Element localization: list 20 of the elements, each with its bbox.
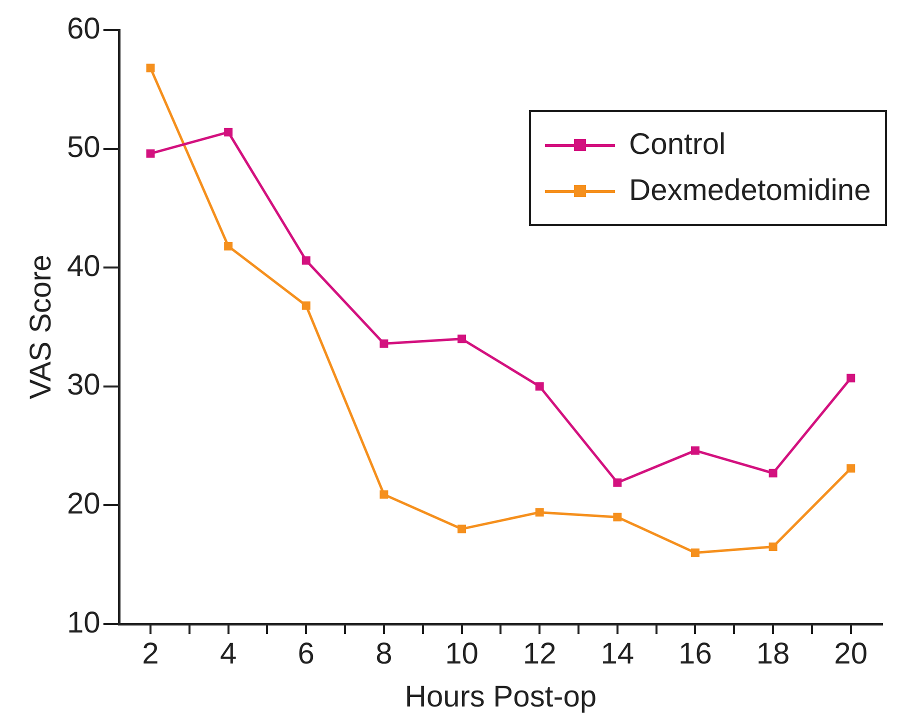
x-tick-label: 8 [376, 637, 392, 670]
x-tick-label: 2 [142, 637, 159, 670]
x-tick-label: 4 [220, 637, 237, 670]
y-tick-label: 40 [66, 250, 100, 283]
y-axis-title: VAS Score [24, 254, 58, 400]
y-tick-label: 60 [66, 12, 100, 46]
x-tick-label: 12 [522, 637, 556, 670]
legend-label: Dexmedetomidine [629, 174, 871, 208]
x-tick-label: 20 [834, 637, 868, 670]
y-tick-label: 30 [66, 368, 100, 402]
y-tick-label: 50 [66, 131, 100, 164]
x-axis-title: Hours Post-op [404, 680, 597, 714]
x-tick-label: 16 [678, 637, 712, 670]
x-tick-label: 6 [298, 637, 314, 670]
x-tick-label: 14 [600, 637, 634, 670]
y-tick-label: 10 [66, 606, 100, 640]
x-tick-label: 10 [445, 637, 478, 670]
x-tick-label: 18 [756, 637, 790, 670]
legend-label: Control [629, 128, 726, 162]
y-tick-label: 20 [66, 487, 100, 520]
